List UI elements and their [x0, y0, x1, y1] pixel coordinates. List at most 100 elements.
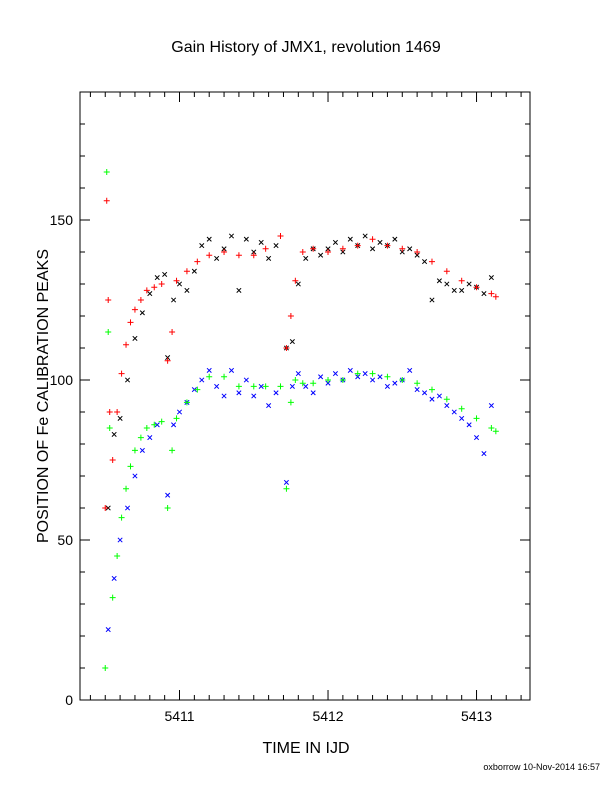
- data-point: [481, 291, 487, 297]
- data-point: [414, 380, 421, 387]
- data-point: [183, 399, 190, 406]
- data-point: [428, 386, 435, 393]
- data-point: [295, 371, 301, 377]
- data-point: [165, 355, 171, 361]
- data-point: [117, 415, 123, 421]
- data-point: [399, 245, 406, 252]
- y-tick-label: 100: [50, 372, 74, 388]
- data-point: [325, 246, 331, 252]
- data-point: [214, 255, 220, 261]
- data-point: [370, 377, 376, 383]
- data-point: [114, 409, 121, 415]
- data-point: [422, 259, 428, 265]
- data-point: [283, 485, 290, 492]
- data-point: [289, 339, 295, 345]
- data-point: [106, 409, 113, 415]
- data-point: [399, 377, 406, 383]
- data-point: [325, 377, 332, 383]
- data-point: [273, 243, 279, 249]
- data-point: [118, 514, 125, 521]
- data-point: [488, 425, 495, 431]
- data-point: [132, 335, 138, 341]
- data-point: [228, 367, 235, 373]
- data-point: [488, 275, 494, 281]
- data-point: [103, 197, 110, 204]
- data-point: [295, 281, 301, 287]
- data-point: [124, 505, 131, 511]
- data-point: [173, 415, 180, 422]
- data-point: [243, 377, 249, 383]
- x-tick-label: 5413: [461, 708, 492, 724]
- data-point: [283, 479, 289, 485]
- data-point: [102, 665, 109, 671]
- data-point: [287, 313, 294, 319]
- data-point: [111, 431, 117, 437]
- data-point: [183, 268, 190, 275]
- data-point: [355, 374, 361, 380]
- data-point: [458, 405, 465, 412]
- data-point: [436, 278, 442, 284]
- data-point: [102, 505, 109, 511]
- data-point: [221, 246, 227, 252]
- data-point: [251, 249, 257, 255]
- data-point: [151, 421, 158, 428]
- data-point: [362, 371, 368, 377]
- data-point: [266, 403, 272, 409]
- data-point: [310, 245, 317, 252]
- data-point: [262, 245, 269, 252]
- data-point: [299, 380, 306, 387]
- chart-title: Gain History of JMX1, revolution 1469: [171, 39, 441, 56]
- data-point: [124, 377, 131, 383]
- data-point: [466, 422, 472, 428]
- data-point: [443, 396, 450, 403]
- data-point: [114, 553, 121, 559]
- data-point: [429, 396, 435, 402]
- data-point: [162, 271, 168, 277]
- data-point: [332, 239, 338, 245]
- data-point: [131, 447, 138, 454]
- y-tick-label: 50: [57, 532, 73, 548]
- data-point: [399, 249, 405, 255]
- data-point: [105, 627, 111, 633]
- data-point: [123, 485, 130, 492]
- data-point: [206, 252, 213, 259]
- data-point: [473, 415, 480, 422]
- data-point: [414, 249, 421, 255]
- data-point: [332, 371, 338, 377]
- data-point: [194, 386, 201, 393]
- data-point: [384, 242, 391, 249]
- data-point: [289, 383, 295, 389]
- data-point: [354, 242, 361, 249]
- data-point: [299, 249, 306, 255]
- data-point: [325, 249, 332, 255]
- data-point: [105, 329, 112, 335]
- series-1: [105, 367, 494, 633]
- data-point: [251, 393, 257, 399]
- data-point: [407, 367, 413, 373]
- data-point: [111, 575, 117, 581]
- x-axis-ticks: 5411 5412 5413: [89, 92, 522, 724]
- plot-frame: [79, 91, 531, 701]
- data-point: [488, 290, 495, 297]
- data-point: [221, 373, 228, 380]
- data-point: [492, 428, 499, 435]
- data-point: [458, 277, 465, 284]
- data-point: [283, 345, 290, 351]
- data-point: [436, 393, 442, 399]
- data-point: [139, 447, 145, 453]
- data-point: [303, 383, 309, 389]
- data-point: [132, 473, 138, 479]
- data-point: [228, 233, 235, 239]
- data-point: [137, 434, 144, 441]
- data-point: [221, 393, 227, 399]
- data-point: [171, 297, 177, 303]
- data-point: [194, 258, 201, 265]
- data-point: [377, 374, 383, 380]
- data-point: [318, 374, 324, 380]
- data-point: [466, 281, 472, 287]
- data-point: [147, 291, 153, 297]
- data-point: [214, 383, 220, 389]
- data-point: [459, 287, 465, 293]
- data-point: [429, 297, 435, 303]
- data-point: [131, 306, 138, 313]
